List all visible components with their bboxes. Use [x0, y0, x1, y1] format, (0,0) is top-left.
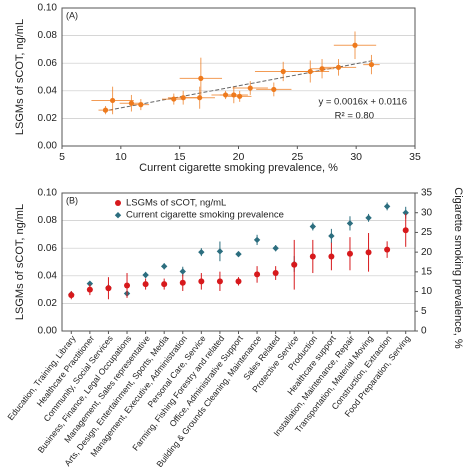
data-point [307, 68, 313, 75]
y-tick-label-b: 0.10 [38, 188, 58, 199]
smoking-point [235, 250, 242, 258]
y-right-tick-label-b: 15 [421, 266, 433, 277]
data-point [102, 107, 109, 113]
y-tick-label-a: 0.02 [38, 113, 58, 124]
scot-point [328, 253, 335, 260]
scot-point [124, 282, 131, 289]
scot-point [254, 271, 261, 278]
y-tick-label-a: 0.10 [38, 3, 58, 14]
smoking-point [198, 248, 205, 256]
y-tick-label-b: 0.00 [38, 326, 58, 337]
scot-point [68, 292, 75, 299]
smoking-point [309, 223, 317, 230]
scot-point [161, 281, 168, 288]
y-right-tick-label-b: 0 [421, 326, 427, 337]
scot-point [105, 285, 112, 292]
data-point [335, 64, 342, 70]
scot-point [346, 250, 353, 257]
y-right-tick-label-b: 20 [421, 247, 433, 258]
y-tick-label-b: 0.06 [38, 243, 58, 254]
legend-marker-scot [115, 200, 121, 206]
data-point [247, 85, 253, 91]
y-tick-label-a: 0.06 [38, 58, 58, 69]
smoking-point [383, 203, 391, 210]
panel-label-b: (B) [66, 195, 78, 205]
smoking-point [328, 232, 335, 240]
scot-point [309, 253, 316, 260]
legend-label-smoking: Current cigarette smoking prevalence [126, 210, 284, 221]
x-tick-label-a: 35 [409, 151, 421, 163]
panel-label-a: (A) [66, 10, 78, 20]
y-right-tick-label-b: 5 [421, 306, 427, 317]
smoking-point [160, 263, 168, 270]
panel-b: 0.00 0.02 0.04 0.06 0.08 0.10 0 5 10 15 20 25 30 35 (B… [5, 187, 464, 469]
smoking-point [179, 268, 186, 275]
data-point [271, 86, 277, 93]
regression-equation: y = 0.0016x + 0.0116 [318, 97, 407, 108]
data-point [352, 42, 358, 48]
smoking-point [346, 220, 354, 227]
x-tick-label-a: 15 [174, 151, 186, 163]
r-squared: R² = 0.80 [335, 111, 374, 122]
scot-point [384, 246, 391, 253]
scot-point [86, 286, 93, 293]
panel-a: 0.00 0.02 0.04 0.06 0.08 0.10 5 10 15 20 25 30 35 (A)… [14, 3, 421, 174]
data-point [237, 93, 243, 99]
scot-point [235, 278, 242, 285]
smoking-point [272, 245, 279, 252]
y-right-tick-label-b: 10 [421, 286, 433, 297]
smoking-point [365, 214, 372, 222]
scot-point [365, 249, 372, 256]
data-point [280, 68, 286, 75]
y-tick-label-a: 0.00 [38, 141, 58, 152]
smoking-point [253, 236, 261, 244]
smoking-point [402, 209, 409, 216]
plot-frame-a [61, 7, 416, 147]
legend-label-scot: LSGMs of sCOT, ng/mL [126, 198, 226, 209]
x-tick-label-a: 5 [59, 151, 65, 163]
smoking-point [86, 280, 94, 287]
y-right-tick-label-b: 35 [421, 188, 433, 199]
y-right-tick-label-b: 30 [421, 207, 433, 218]
y-axis-title-a: LSGMs of sCOT, ng/mL [14, 19, 26, 135]
scot-point [198, 278, 205, 285]
smoking-point [142, 271, 149, 279]
y-tick-label-a: 0.04 [38, 85, 58, 96]
data-point [198, 75, 204, 81]
scot-point [142, 281, 149, 288]
x-tick-label-a: 25 [291, 151, 303, 163]
scot-point [291, 261, 298, 268]
scot-point [179, 279, 186, 286]
data-point [180, 95, 186, 101]
scot-point [272, 270, 279, 277]
data-point [197, 95, 203, 101]
data-point [109, 97, 116, 104]
y-tick-label-b: 0.04 [38, 270, 58, 281]
y-tick-label-b: 0.02 [38, 298, 58, 309]
smoking-point [216, 248, 224, 255]
x-tick-label-a: 30 [350, 151, 362, 163]
y-tick-label-b: 0.08 [38, 215, 58, 226]
x-axis-title-a: Current cigarette smoking prevalence, % [139, 162, 338, 174]
y-right-tick-label-b: 25 [421, 227, 433, 238]
legend-marker-smoking [114, 212, 122, 219]
x-tick-label-a: 20 [233, 151, 245, 163]
y-tick-label-a: 0.08 [38, 30, 58, 41]
scot-point [402, 227, 409, 234]
scot-point [216, 278, 223, 285]
data-point [368, 61, 375, 68]
data-point [138, 102, 144, 108]
y-right-axis-title-b: Cigarette smoking prevalence, % [452, 187, 464, 349]
x-tick-label-a: 10 [115, 151, 127, 163]
y-axis-title-b: LSGMs of sCOT, ng/mL [14, 204, 26, 320]
